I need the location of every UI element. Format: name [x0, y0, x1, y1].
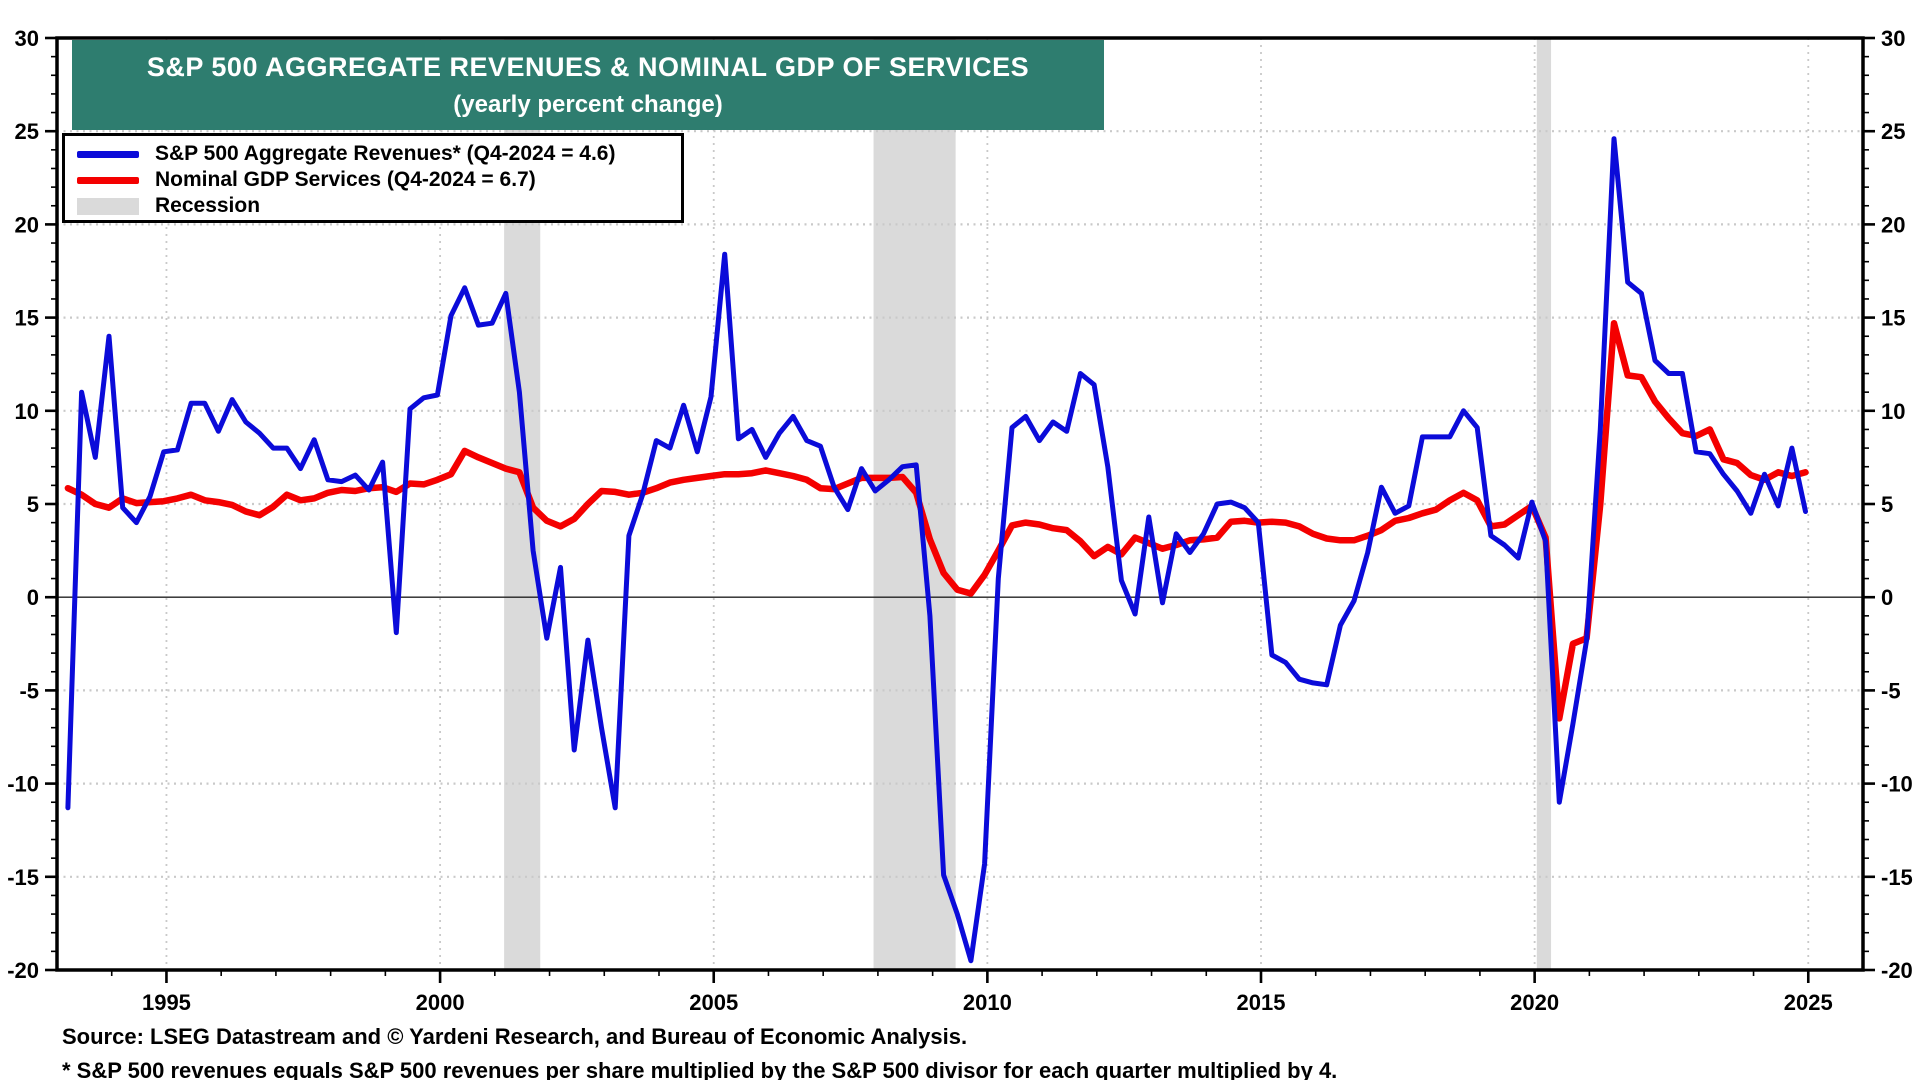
y-axis-label-left: 30: [15, 26, 39, 51]
y-axis-label-right: -5: [1881, 678, 1901, 703]
legend-item-gdp: Nominal GDP Services (Q4-2024 = 6.7): [77, 167, 681, 193]
y-axis-label-left: 0: [27, 585, 39, 610]
x-axis-ticks: 1995 2000 2005 2010 2015 2020 2025: [110, 970, 1833, 1015]
y-axis-label-right: -15: [1881, 865, 1913, 890]
legend-label-gdp: Nominal GDP Services (Q4-2024 = 6.7): [155, 168, 536, 191]
x-axis-label: 2015: [1237, 990, 1286, 1015]
legend-label-recession: Recession: [155, 194, 261, 217]
y-axis-label-left: -15: [7, 865, 39, 890]
y-axis-label-left: -20: [7, 958, 39, 983]
x-axis-label: 1995: [142, 990, 191, 1015]
revenues-line: [65, 136, 1808, 964]
legend-label-revenues: S&P 500 Aggregate Revenues* (Q4-2024 = 4…: [155, 142, 616, 165]
y-axis-label-right: 20: [1881, 212, 1905, 237]
plot-border: [55, 36, 1865, 972]
chart-title-bar: S&P 500 AGGREGATE REVENUES & NOMINAL GDP…: [72, 40, 1104, 130]
y-axis-label-left: 15: [15, 306, 39, 331]
x-axis-label: 2025: [1784, 990, 1833, 1015]
chart-title: S&P 500 AGGREGATE REVENUES & NOMINAL GDP…: [146, 52, 1030, 82]
y-axis-label-right: 5: [1881, 492, 1893, 517]
legend-item-recession: Recession: [77, 193, 681, 219]
y-axis-label-right: 25: [1881, 119, 1905, 144]
x-axis-label: 2010: [963, 990, 1012, 1015]
x-axis-label: 2000: [416, 990, 465, 1015]
source-note: Source: LSEG Datastream and © Yardeni Re…: [62, 1024, 968, 1049]
y-axis-label-left: 10: [15, 399, 39, 424]
y-axis-label-left: 5: [27, 492, 39, 517]
revenues-line-swatch: [77, 150, 139, 158]
legend: S&P 500 Aggregate Revenues* (Q4-2024 = 4…: [62, 133, 684, 223]
gdp-line-swatch: [77, 176, 139, 184]
y-axis-label-right: 10: [1881, 399, 1905, 424]
y-axis-label-left: -5: [19, 678, 39, 703]
recession-swatch: [77, 197, 139, 215]
chart-subtitle: (yearly percent change): [453, 91, 723, 118]
x-axis-label: 2005: [689, 990, 738, 1015]
footnote: * S&P 500 revenues equals S&P 500 revenu…: [62, 1058, 1338, 1080]
gridlines: [57, 38, 1863, 970]
y-axis-label-right: 15: [1881, 306, 1905, 331]
y-axis-label-right: -10: [1881, 772, 1913, 797]
gdp-line: [64, 319, 1809, 722]
y-axis-ticks: -20 -20 -15 -15 -10 -10 -5 -5 0 0 5 5 10 10 15 15 20 20 25…: [7, 26, 1913, 983]
y-axis-label-right: -20: [1881, 958, 1913, 983]
y-axis-label-left: -10: [7, 772, 39, 797]
legend-item-revenues: S&P 500 Aggregate Revenues* (Q4-2024 = 4…: [77, 141, 681, 167]
y-axis-label-right: 30: [1881, 26, 1905, 51]
x-axis-label: 2020: [1510, 990, 1559, 1015]
y-axis-label-left: 20: [15, 212, 39, 237]
y-axis-label-left: 25: [15, 119, 39, 144]
y-axis-label-right: 0: [1881, 585, 1893, 610]
